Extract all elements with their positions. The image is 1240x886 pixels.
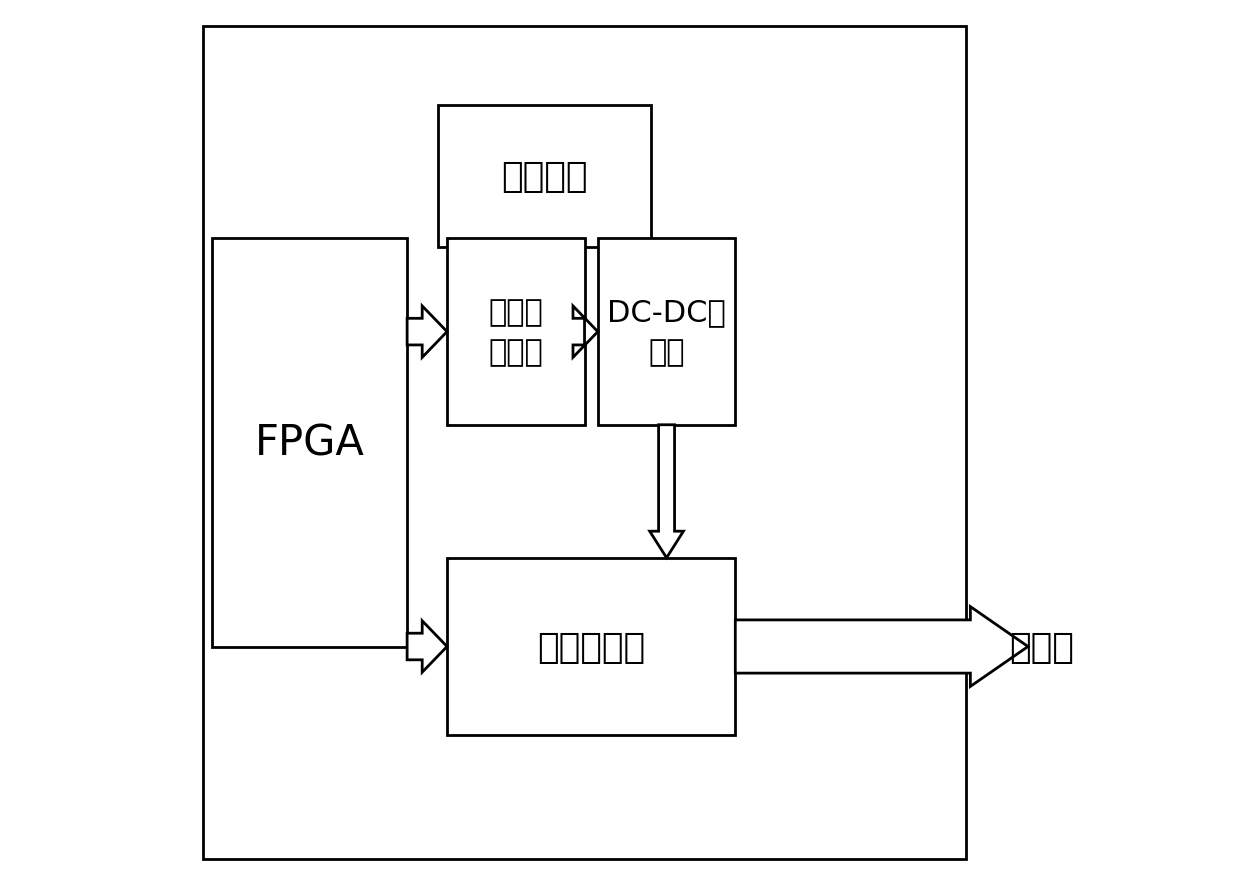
Bar [212,239,407,647]
Polygon shape [735,607,1028,687]
Text: 电源模块: 电源模块 [501,160,588,194]
Text: 电平转换器: 电平转换器 [537,630,645,664]
Bar [448,558,735,735]
Polygon shape [650,425,683,558]
Text: 可编程
电位器: 可编程 电位器 [489,298,543,367]
Polygon shape [573,307,598,358]
Text: DC-DC转
换器: DC-DC转 换器 [608,298,725,367]
Text: FPGA: FPGA [254,422,365,464]
Bar [203,27,966,859]
Polygon shape [407,621,448,672]
Bar [598,239,735,425]
Text: 输出端: 输出端 [1009,630,1074,664]
Bar [438,106,651,248]
Bar [448,239,584,425]
Polygon shape [407,307,448,358]
